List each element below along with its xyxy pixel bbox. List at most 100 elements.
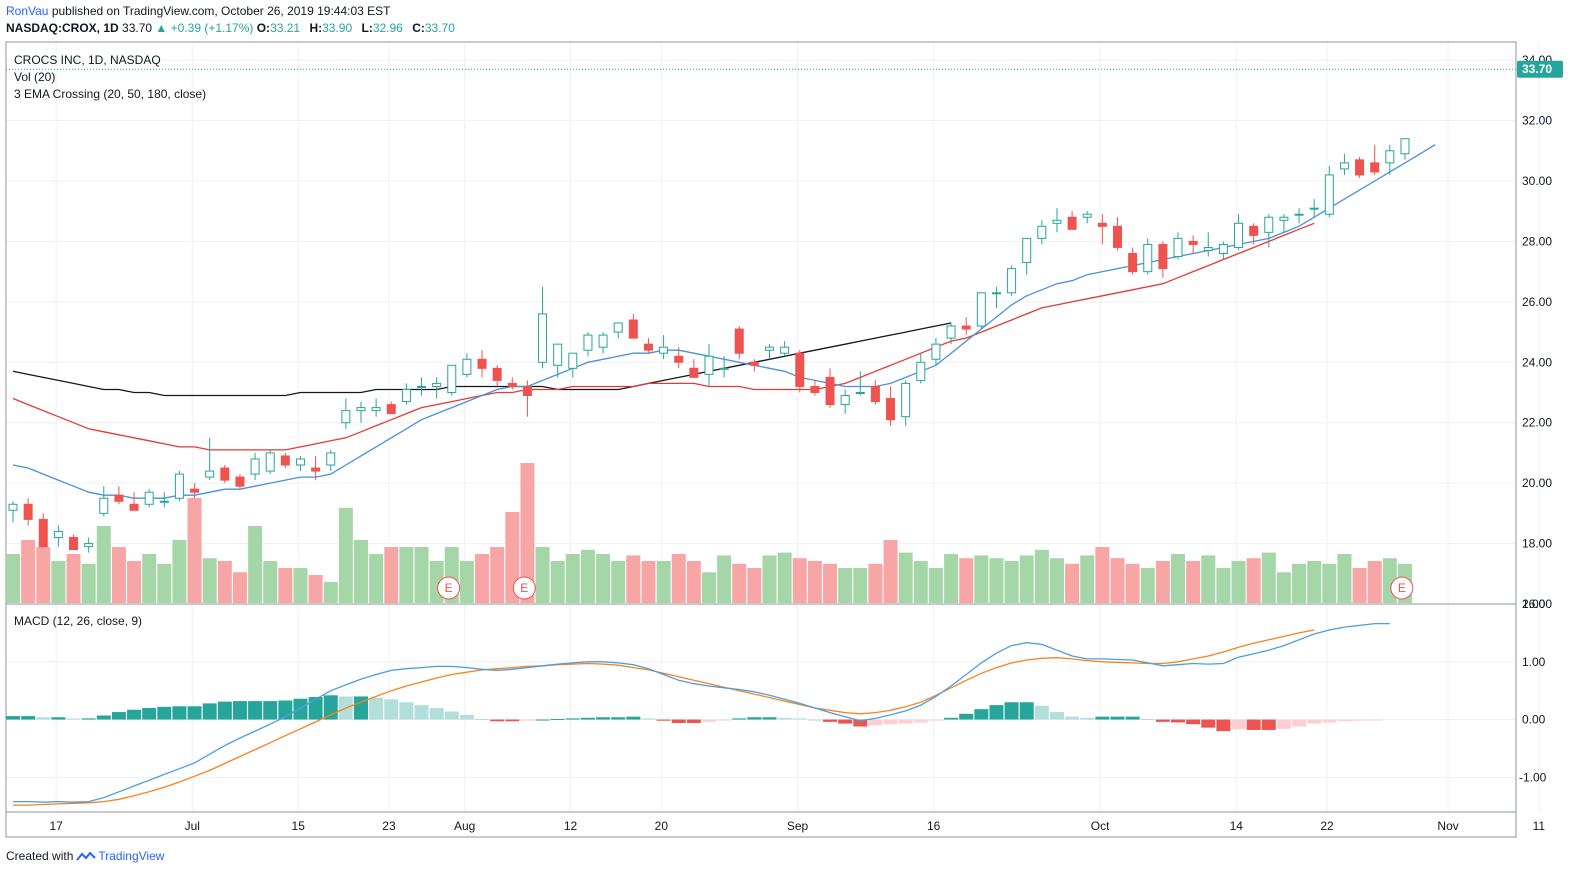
candle-body-33 (507, 382, 517, 387)
candle-body-43 (659, 346, 669, 354)
histogram-bar-31 (475, 718, 490, 720)
histogram-bar-27 (414, 705, 429, 720)
candle-body-62 (946, 325, 956, 339)
histogram-bar-48 (732, 718, 747, 720)
histogram-bar-85 (1292, 719, 1307, 727)
volume-bar-7 (111, 547, 126, 603)
histogram-bar-59 (898, 719, 913, 724)
volume-bar-59 (898, 552, 913, 603)
volume-bar-42 (641, 561, 656, 603)
volume-bar-26 (399, 547, 414, 603)
histogram-bar-1 (21, 716, 36, 720)
candle-body-89 (1355, 159, 1365, 176)
publish-info: RonVau published on TradingView.com, Oct… (6, 4, 391, 18)
histogram-bar-71 (1080, 717, 1095, 720)
histogram-bar-17 (263, 701, 278, 720)
volume-bar-11 (172, 540, 187, 603)
volume-bar-76 (1155, 561, 1170, 603)
histogram-bar-20 (308, 697, 323, 720)
histogram-bar-66 (1004, 702, 1019, 720)
candle-body-51 (780, 346, 790, 354)
candle-body-4 (69, 537, 79, 551)
candle-body-40 (613, 322, 623, 333)
candle-body-21 (326, 452, 336, 466)
candle-body-38 (583, 334, 593, 351)
volume-bar-80 (1216, 568, 1231, 603)
last-price-badge: 33.70 (1517, 60, 1563, 78)
close-value: 33.70 (424, 21, 455, 35)
volume-bar-88 (1337, 554, 1352, 603)
signal-line (13, 629, 1315, 806)
publish-text: published on TradingView.com, October 26… (51, 4, 391, 18)
earnings-marker-2[interactable] (1390, 576, 1414, 600)
volume-bar-72 (1095, 547, 1110, 603)
volume-bar-89 (1352, 568, 1367, 603)
time-tick-6: 20 (655, 819, 669, 833)
candle-body-24 (371, 407, 381, 412)
candle-body-69 (1052, 219, 1062, 224)
volume-bar-38 (580, 549, 595, 603)
tradingview-link[interactable]: TradingView (76, 849, 164, 863)
time-tick-12: Nov (1437, 819, 1458, 833)
candle-body-20 (311, 467, 321, 472)
volume-bar-16 (248, 526, 263, 603)
histogram-bar-21 (323, 695, 338, 720)
volume-bar-18 (278, 568, 293, 603)
histogram-bar-24 (369, 697, 384, 720)
histogram-bar-84 (1276, 719, 1291, 729)
histogram-bar-2 (36, 717, 51, 720)
candle-body-77 (1173, 237, 1183, 258)
macd-histogram (6, 695, 1382, 732)
low-value: 32.96 (372, 21, 403, 35)
created-with-text: Created with (6, 849, 74, 863)
time-tick-8: 16 (927, 819, 941, 833)
high-value: 33.90 (322, 21, 353, 35)
histogram-bar-15 (232, 701, 247, 720)
volume-bar-22 (338, 507, 353, 603)
volume-bar-65 (989, 558, 1004, 603)
volume-bar-40 (611, 561, 626, 603)
volume-bar-13 (202, 558, 217, 603)
candle-body-54 (825, 376, 835, 406)
histogram-bar-68 (1034, 705, 1049, 720)
legend-ema: 3 EMA Crossing (20, 50, 180, close) (14, 87, 206, 101)
candle-body-64 (976, 292, 986, 327)
earnings-marker-label-1: E (520, 581, 528, 595)
candle-body-7 (114, 494, 124, 502)
ema20-line (12, 144, 1436, 499)
volume-bar-25 (384, 547, 399, 603)
candle-body-22 (341, 410, 351, 424)
candle-body-34 (522, 385, 532, 397)
histogram-bar-82 (1246, 719, 1261, 730)
candle-body-47 (719, 367, 729, 370)
volume-bar-44 (671, 554, 686, 603)
candle-body-3 (53, 530, 63, 539)
earnings-marker-0[interactable] (437, 576, 461, 600)
volume-bar-79 (1201, 555, 1216, 603)
candle-body-6 (99, 497, 109, 514)
histogram-bar-46 (701, 719, 716, 722)
histogram-bar-77 (1171, 719, 1186, 723)
earnings-marker-1[interactable] (512, 576, 536, 600)
symbol-header: NASDAQ:CROX, 1D 33.70 ▲ +0.39 (+1.17%) O… (6, 21, 461, 35)
author-link[interactable]: RonVau (6, 4, 49, 18)
volume-bar-24 (369, 554, 384, 603)
time-tick-4: Aug (454, 819, 475, 833)
volume-bar-53 (807, 561, 822, 603)
histogram-bar-50 (762, 717, 777, 720)
candle-body-30 (462, 358, 472, 375)
time-tick-1: Jul (185, 819, 200, 833)
candle-body-58 (886, 398, 896, 421)
volume-bar-43 (656, 561, 671, 603)
volume-bar-3 (51, 561, 66, 603)
earnings-marker-label-2: E (1398, 581, 1406, 595)
candle-body-32 (492, 367, 502, 381)
histogram-bar-40 (611, 717, 626, 720)
histogram-bar-56 (853, 719, 868, 727)
volume-bar-56 (853, 568, 868, 603)
histogram-bar-76 (1155, 719, 1170, 722)
candle-body-8 (129, 503, 139, 511)
volume-bar-17 (263, 561, 278, 603)
